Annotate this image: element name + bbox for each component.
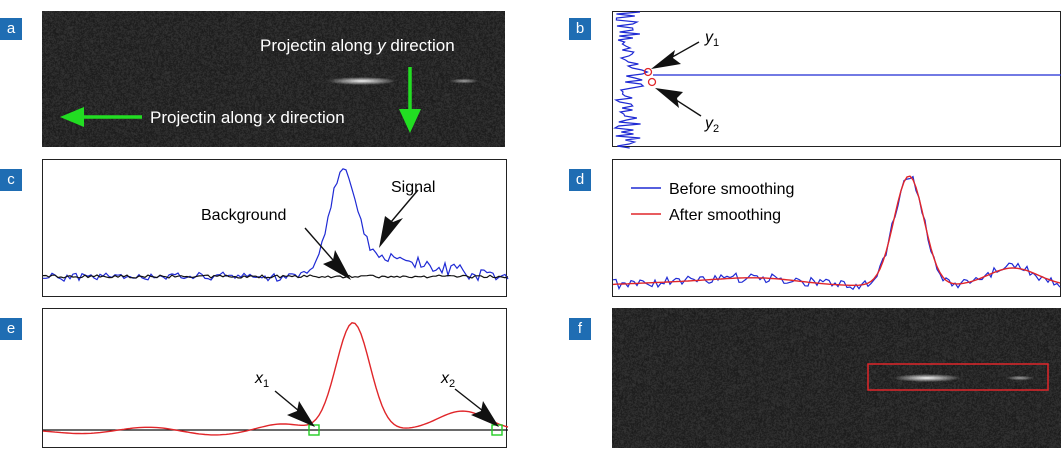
y1-marker: [643, 67, 653, 77]
panel-c-badge: c: [0, 169, 22, 191]
panel-d-badge: d: [569, 169, 591, 191]
panel-e-plot: x1 x2: [42, 308, 509, 448]
panel-b-svg: y1 y2: [613, 11, 1061, 149]
panel-b-plot: y1 y2: [612, 11, 1061, 149]
x2-label: x2: [440, 370, 455, 390]
y2-marker: [647, 77, 657, 87]
panel-e-badge: e: [0, 318, 22, 340]
legend-before-label: Before smoothing: [669, 181, 794, 198]
legend: Before smoothing After smoothing: [631, 181, 794, 224]
panel-c-plot: Signal Background: [42, 159, 509, 297]
projection-y-label: Projectin along y direction: [260, 36, 455, 55]
panel-b-badge: b: [569, 18, 591, 40]
panel-f-badge: f: [569, 318, 591, 340]
background-line: [42, 274, 509, 279]
noise-texture: [42, 11, 505, 147]
left-arrow-icon: [60, 107, 142, 127]
x2-arrow-icon: [454, 388, 499, 427]
legend-after-label: After smoothing: [669, 207, 781, 224]
raw-signal-line: [43, 168, 509, 282]
signal-streak-faint: [1006, 375, 1034, 381]
down-arrow-icon: [399, 67, 421, 133]
panel-a-overlay: Projectin along y direction Projectin al…: [60, 36, 479, 133]
panel-c-svg: Signal Background: [42, 168, 509, 282]
panel-d-svg: Before smoothing After smoothing: [612, 175, 1061, 291]
signal-label: Signal: [391, 179, 435, 196]
noise-texture: [612, 308, 1061, 448]
y1-label: y1: [704, 29, 719, 49]
panel-f-image: [612, 308, 1061, 448]
panel-d-plot: Before smoothing After smoothing: [612, 159, 1061, 297]
y-projection-profile: [613, 11, 649, 149]
x1-label: x1: [254, 370, 269, 390]
signal-streak-faint: [449, 78, 479, 84]
projection-x-label: Projectin along x direction: [150, 108, 345, 127]
background-arrow-icon: [304, 227, 351, 280]
y2-label: y2: [704, 115, 719, 135]
y2-arrow-icon: [655, 88, 702, 117]
after-smoothing-line: [612, 175, 1061, 287]
roi-box: [867, 363, 1049, 391]
panel-f-overlay: [867, 363, 1049, 391]
panel-a-image: Projectin along y direction Projectin al…: [42, 11, 505, 147]
smoothed-profile-line: [42, 322, 509, 436]
signal-arrow-icon: [379, 189, 419, 248]
panel-a-badge: a: [0, 18, 22, 40]
signal-streak: [327, 77, 397, 85]
signal-streak: [893, 374, 961, 382]
x1-arrow-icon: [274, 390, 315, 427]
panel-e-svg: x1 x2: [42, 322, 509, 436]
y1-arrow-icon: [651, 41, 700, 69]
background-label: Background: [201, 207, 286, 224]
x1-marker: [308, 424, 320, 436]
